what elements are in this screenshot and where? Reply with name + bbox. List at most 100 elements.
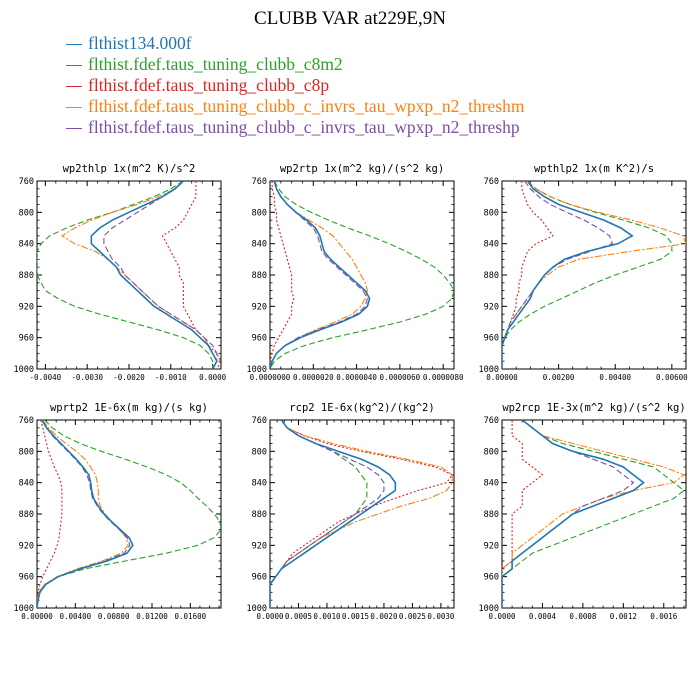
series-line-2 <box>37 420 221 608</box>
x-tick-label: 0.00400 <box>60 612 92 621</box>
panel-2: wp2rtp 1x(m^2 kg)/(s^2 kg) 760 800 840 880 92… <box>247 163 464 382</box>
series-line-3 <box>37 420 63 608</box>
y-tick-label: 840 <box>484 479 499 489</box>
series-line-4 <box>270 181 368 369</box>
y-tick-label: 800 <box>252 208 267 218</box>
x-tick-label: 0.0010 <box>313 612 341 621</box>
panel-title: wprtp2 1E-6x(m kg)/(s kg) <box>50 402 208 414</box>
legend-label: flthist.fdef.taus_tuning_clubb_c8m2 <box>88 54 343 74</box>
panel-5: rcp2 1E-6x(kg^2)/(kg^2) 760 800 840 880 920 96… <box>247 402 455 621</box>
y-tick-label: 1000 <box>14 604 34 614</box>
panel-4: wprtp2 1E-6x(m kg)/(s kg) 760 800 840 880 920… <box>14 402 222 621</box>
series-line-2 <box>502 181 673 369</box>
y-tick-label: 1000 <box>247 604 267 614</box>
panel-frame <box>36 180 222 370</box>
series-line-1 <box>270 420 397 608</box>
legend-swatch <box>66 128 82 130</box>
x-tick-label: 0.0000 <box>256 612 284 621</box>
x-tick-label: -0.0010 <box>155 373 187 382</box>
series-line-3 <box>270 181 295 369</box>
y-tick-label: 880 <box>252 271 267 281</box>
x-tick-label: 0.00000 <box>486 373 518 382</box>
legend-label: flthist.fdef.taus_tuning_clubb_c8p <box>88 75 330 95</box>
legend-swatch <box>66 44 82 46</box>
x-tick-label: 0.00800 <box>98 612 130 621</box>
legend-label: flthist134.000f <box>88 33 192 53</box>
x-tick-label: 0.0000080 <box>423 373 464 382</box>
y-tick-label: 960 <box>19 573 34 583</box>
x-tick-label: -0.0030 <box>71 373 103 382</box>
y-tick-label: 1000 <box>479 604 499 614</box>
y-tick-label: 840 <box>252 479 267 489</box>
x-tick-label: -0.0040 <box>30 373 62 382</box>
y-tick-label: 920 <box>484 302 499 312</box>
y-tick-label: 800 <box>19 208 34 218</box>
y-tick-label: 920 <box>252 302 267 312</box>
y-tick-label: 760 <box>484 416 499 426</box>
x-tick-label: 0.0015 <box>342 612 369 621</box>
y-tick-label: 920 <box>484 541 499 551</box>
series-line-1 <box>502 420 645 608</box>
series-line-3 <box>502 420 544 608</box>
y-tick-label: 760 <box>252 416 267 426</box>
series-line-4 <box>502 420 686 608</box>
series-line-1 <box>270 181 371 369</box>
legend-swatch <box>66 86 82 88</box>
legend-item-4: flthist.fdef.taus_tuning_clubb_c_invrs_t… <box>66 96 524 117</box>
x-tick-label: 0.0005 <box>285 612 312 621</box>
panel-frame <box>501 180 687 370</box>
x-tick-label: 0.00200 <box>543 373 575 382</box>
x-tick-label: 0.0000040 <box>336 373 377 382</box>
legend-item-3: flthist.fdef.taus_tuning_clubb_c8p <box>66 75 524 96</box>
legend: flthist134.000f flthist.fdef.taus_tuning… <box>66 33 524 138</box>
x-tick-label: 0.0030 <box>427 612 455 621</box>
x-tick-label: 0.0025 <box>399 612 426 621</box>
legend-item-2: flthist.fdef.taus_tuning_clubb_c8m2 <box>66 54 524 75</box>
x-tick-label: 0.0016 <box>650 612 678 621</box>
y-tick-label: 840 <box>484 240 499 250</box>
series-line-5 <box>37 420 131 608</box>
panel-title: wp2rtp 1x(m^2 kg)/(s^2 kg) <box>280 163 444 175</box>
series-line-3 <box>161 181 221 369</box>
x-tick-label: 0.00000 <box>21 612 53 621</box>
x-tick-label: 0.0004 <box>529 612 557 621</box>
y-tick-label: 760 <box>484 177 499 187</box>
series-line-2 <box>270 181 454 369</box>
panel-title: wp2rcp 1E-3x(m^2 kg)/(s^2 kg) <box>502 402 685 414</box>
legend-swatch <box>66 107 82 109</box>
panel-title: wpthlp2 1x(m K^2)/s <box>534 163 654 175</box>
y-tick-label: 960 <box>252 334 267 344</box>
x-tick-label: 0.0000 <box>488 612 516 621</box>
y-tick-label: 920 <box>252 541 267 551</box>
y-tick-label: 800 <box>19 447 34 457</box>
series-line-1 <box>37 420 134 608</box>
legend-label: flthist.fdef.taus_tuning_clubb_c_invrs_t… <box>88 117 520 137</box>
y-tick-label: 1000 <box>479 365 499 375</box>
legend-item-1: flthist134.000f <box>66 33 524 54</box>
y-tick-label: 800 <box>484 447 499 457</box>
y-tick-label: 840 <box>19 240 34 250</box>
series-line-4 <box>37 420 129 608</box>
x-tick-label: 0.0000020 <box>293 373 334 382</box>
y-tick-label: 840 <box>19 479 34 489</box>
panel-1: wp2thlp 1x(m^2 K)/s^2 760 800 840 880 920 960 1… <box>14 163 227 382</box>
series-line-5 <box>270 181 368 369</box>
x-tick-label: 0.00400 <box>599 373 631 382</box>
panel-title: rcp2 1E-6x(kg^2)/(kg^2) <box>289 402 434 414</box>
series-line-2 <box>502 420 685 608</box>
panel-title: wp2thlp 1x(m^2 K)/s^2 <box>63 163 196 175</box>
y-tick-label: 1000 <box>247 365 267 375</box>
y-tick-label: 960 <box>252 573 267 583</box>
series-line-4 <box>502 181 686 369</box>
x-tick-label: 0.01200 <box>136 612 168 621</box>
y-tick-label: 920 <box>19 302 34 312</box>
y-tick-label: 960 <box>484 334 499 344</box>
y-tick-label: 880 <box>252 510 267 520</box>
x-tick-label: 0.0008 <box>569 612 597 621</box>
series-line-5 <box>270 420 385 608</box>
panel-6: wp2rcp 1E-3x(m^2 kg)/(s^2 kg)760 800 840 88… <box>479 402 687 621</box>
legend-swatch <box>66 65 82 67</box>
chart-title: CLUBB VAR at229E,9N <box>254 8 446 29</box>
legend-label: flthist.fdef.taus_tuning_clubb_c_invrs_t… <box>88 96 525 116</box>
